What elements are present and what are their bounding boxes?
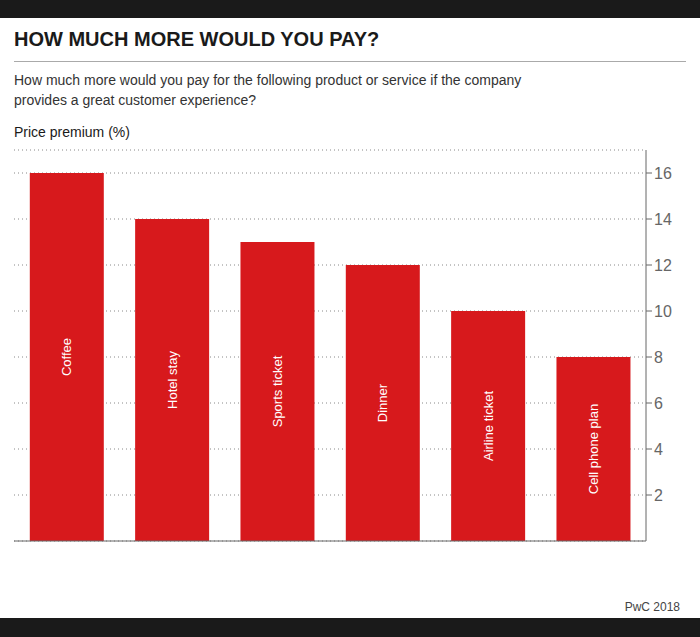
svg-text:14: 14 — [654, 211, 672, 228]
svg-text:12: 12 — [654, 257, 672, 274]
svg-text:Coffee: Coffee — [59, 338, 74, 376]
html-text:provides a great customer expe: provides a great customer experience? — [14, 92, 256, 108]
svg-text:Airline ticket: Airline ticket — [481, 391, 496, 461]
svg-text:6: 6 — [654, 395, 663, 412]
html-text:Price premium (%): Price premium (%) — [14, 124, 130, 140]
svg-text:4: 4 — [654, 441, 663, 458]
html-text:PwC 2018: PwC 2018 — [624, 600, 680, 614]
html-text:How much more would you pay fo: How much more would you pay for the foll… — [14, 72, 522, 88]
svg-text:Cell phone plan: Cell phone plan — [586, 404, 601, 494]
svg-text:2: 2 — [654, 487, 663, 504]
svg-text:16: 16 — [654, 165, 672, 182]
svg-text:8: 8 — [654, 349, 663, 366]
svg-text:Dinner: Dinner — [375, 383, 390, 422]
svg-text:Sports ticket: Sports ticket — [270, 355, 285, 427]
svg-text:Hotel stay: Hotel stay — [165, 351, 180, 409]
html-text:HOW MUCH MORE WOULD YOU PAY?: HOW MUCH MORE WOULD YOU PAY? — [14, 28, 380, 50]
svg-text:10: 10 — [654, 303, 672, 320]
